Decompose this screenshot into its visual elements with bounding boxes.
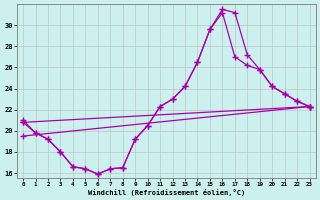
X-axis label: Windchill (Refroidissement éolien,°C): Windchill (Refroidissement éolien,°C) — [88, 189, 245, 196]
